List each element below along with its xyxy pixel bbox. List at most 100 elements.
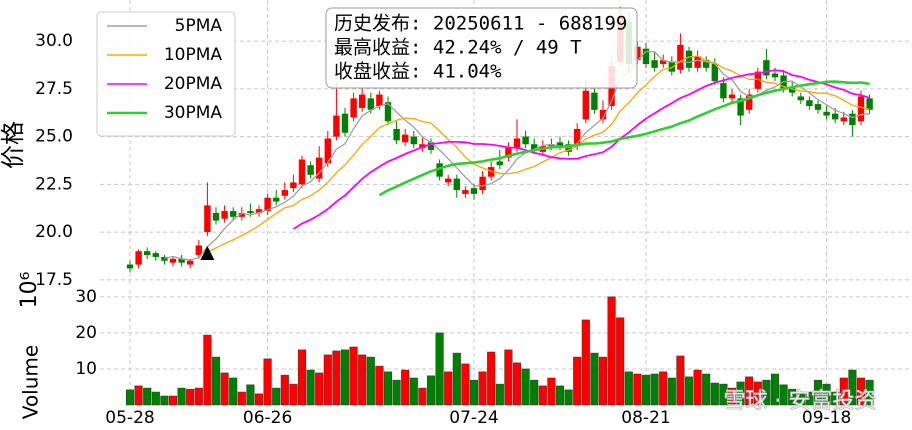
volume-bar: [323, 354, 332, 406]
y-tick-label: 25.0: [35, 127, 73, 147]
volume-bar: [246, 384, 255, 406]
volume-bar: [366, 356, 375, 406]
candle-body: [556, 142, 564, 147]
volume-bar: [297, 349, 307, 406]
candle-body: [453, 178, 460, 191]
candle-body: [849, 113, 856, 126]
info-box-frame: [325, 7, 638, 89]
candle-body: [298, 159, 306, 185]
volume-bar: [383, 371, 393, 406]
candle-body: [221, 211, 228, 219]
volume-bar: [426, 375, 436, 406]
volume-bar: [616, 317, 625, 406]
candle-body: [651, 60, 658, 68]
candle-body: [857, 96, 865, 122]
volume-bar: [143, 387, 152, 406]
legend-label: 5PMA: [175, 16, 223, 36]
candle-body: [737, 98, 744, 116]
volume-bar: [392, 379, 401, 406]
volume-bar: [753, 381, 762, 406]
candle-body: [505, 148, 512, 158]
volume-bar: [478, 371, 487, 406]
volume-bar: [581, 319, 590, 406]
candle-body: [290, 182, 297, 189]
volume-bar: [461, 363, 470, 406]
volume-bar: [710, 382, 719, 406]
candle-body: [238, 212, 245, 217]
candle-body: [746, 94, 753, 110]
y-tick-label: 20.0: [35, 222, 73, 242]
y-axis-label: 价格: [0, 121, 27, 169]
legend-label: 10PMA: [164, 45, 223, 65]
volume-bar: [684, 376, 694, 406]
candle-body: [152, 253, 159, 257]
candle-body: [126, 264, 134, 269]
volume-bar: [401, 369, 410, 406]
volume-bar: [573, 356, 582, 406]
volume-bar: [727, 387, 737, 406]
candle-body: [866, 98, 873, 110]
volume-bar: [186, 388, 195, 406]
volume-bar: [848, 369, 857, 406]
y-tick-label: 17.5: [35, 270, 73, 290]
candle-body: [823, 111, 830, 116]
legend-frame: [96, 11, 236, 137]
volume-bar: [607, 296, 616, 406]
volume-bar: [788, 388, 797, 406]
candle-body: [763, 60, 770, 76]
info-line: 最高收益: 42.24% / 49 T: [334, 37, 582, 59]
volume-bar: [272, 387, 281, 406]
volume-bar: [796, 391, 805, 406]
volume-bar: [229, 377, 238, 406]
candle-body: [832, 113, 839, 120]
candle-body: [264, 197, 271, 212]
volume-bar: [736, 381, 745, 406]
volume-bar: [633, 373, 642, 406]
volume-bar: [151, 391, 160, 406]
volume-bar: [452, 352, 461, 406]
candle-body: [479, 176, 486, 191]
volume-bar: [650, 373, 659, 406]
volume-bar: [719, 383, 728, 406]
candle-body: [685, 50, 693, 68]
candle-body: [316, 157, 323, 179]
volume-bar: [521, 368, 530, 406]
volume-tick-label: 30: [75, 287, 97, 307]
volume-bar: [280, 374, 289, 406]
volume-bar: [349, 346, 358, 406]
legend-label: 20PMA: [164, 74, 223, 94]
volume-bar: [340, 349, 350, 406]
volume-bar: [831, 391, 840, 406]
volume-bar: [375, 365, 384, 406]
candle-body: [410, 136, 417, 145]
volume-bar: [315, 372, 324, 406]
volume-bar: [676, 355, 685, 406]
candle-body: [384, 102, 392, 122]
candle-body: [840, 117, 847, 122]
volume-bar: [641, 374, 651, 406]
ma-line: [292, 69, 870, 230]
volume-bar: [435, 332, 444, 406]
volume-bar: [289, 383, 298, 406]
candle-body: [169, 258, 177, 263]
volume-bar: [856, 377, 866, 406]
candle-body: [255, 209, 263, 213]
buy-signal: [200, 246, 215, 261]
info-line: 历史发布: 20250611 - 688199: [334, 13, 627, 35]
info-line: 收盘收益: 41.04%: [334, 61, 502, 83]
candle-body: [393, 128, 400, 141]
x-tick-label: 08-21: [621, 408, 670, 428]
candle-body: [436, 163, 443, 177]
volume-bar: [177, 387, 186, 406]
candle-body: [161, 256, 168, 261]
volume-bar: [555, 385, 565, 406]
volume-bar: [839, 377, 848, 406]
volume-bar: [512, 362, 522, 406]
candle-body: [470, 188, 478, 194]
candle-body: [367, 98, 374, 110]
volume-bar: [418, 387, 427, 406]
y-tick-label: 30.0: [35, 31, 73, 51]
legend: 5PMA 10PMA 20PMA 30PMA: [96, 11, 236, 137]
candle-body: [212, 212, 220, 221]
